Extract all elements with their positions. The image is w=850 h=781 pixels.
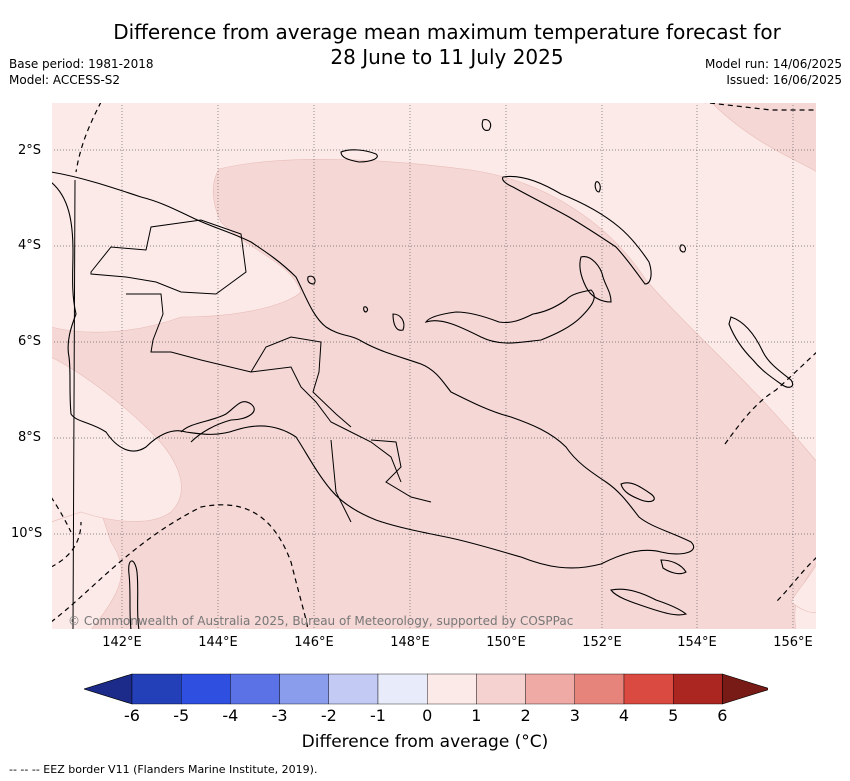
map-title: Difference from average mean maximum tem… (0, 20, 850, 70)
model-run-text: Model run: 14/06/2025 (704, 57, 842, 71)
lat-label-8s: 8°S (18, 430, 42, 445)
eez-borders (51, 102, 817, 630)
copyright-notice: © Commonwealth of Australia 2025, Bureau… (68, 614, 574, 628)
lon-label-146e: 146°E (294, 635, 334, 650)
lon-label-142e: 142°E (102, 635, 142, 650)
forecast-map (51, 102, 817, 630)
colorbar-extend-high (722, 673, 768, 705)
colorbar-title: Difference from average (°C) (301, 732, 549, 752)
lon-label-148e: 148°E (390, 635, 430, 650)
base-period-text: Base period: 1981-2018 (9, 57, 154, 71)
colorbar-tick-label: 4 (618, 706, 630, 725)
lon-label-156e: 156°E (773, 635, 813, 650)
anomaly-0-to-1-region-southwest (51, 356, 182, 523)
lon-label-152e: 152°E (582, 635, 622, 650)
model-text: Model: ACCESS-S2 (9, 73, 121, 87)
anomaly-1-to-2-region-main (51, 159, 817, 630)
colorbar-extend-low (84, 673, 133, 705)
colorbar-tick-label: 1 (471, 706, 482, 725)
base-period-info: Base period: 1981-2018 Model: ACCESS-S2 (9, 56, 154, 88)
colorbar-segment (673, 673, 723, 705)
issued-text: Issued: 16/06/2025 (726, 73, 842, 87)
colorbar-tick-label: 6 (717, 706, 728, 725)
colorbar-tick-label: -1 (370, 706, 386, 725)
graticule (51, 102, 817, 630)
lon-label-144e: 144°E (198, 635, 238, 650)
lat-label-2s: 2°S (18, 143, 42, 158)
colorbar-tick-label: 5 (668, 706, 679, 725)
lon-label-150e: 150°E (486, 635, 526, 650)
colorbar-segment (525, 673, 576, 705)
lat-label-10s: 10°S (11, 526, 43, 541)
colorbar-tick-label: -4 (222, 706, 239, 725)
colorbar-segment (574, 673, 625, 705)
lon-label-154e: 154°E (677, 635, 717, 650)
colorbar-tick-label: 3 (569, 706, 580, 725)
colorbar-segment (377, 673, 428, 705)
colorbar-tick-label: 2 (520, 706, 531, 725)
colorbar-segment (230, 673, 280, 705)
coastlines (51, 119, 794, 630)
colorbar-tick-label: -3 (271, 706, 288, 725)
lat-label-6s: 6°S (18, 334, 42, 349)
colorbar-segment (131, 673, 182, 705)
map-frame (51, 102, 817, 630)
eez-footnote: -- -- -- EEZ border V11 (Flanders Marine… (9, 763, 318, 776)
colorbar-segment (279, 673, 330, 705)
colorbar-segment (427, 673, 477, 705)
colorbar-tick-label: -5 (173, 706, 190, 725)
colorbar-segment (328, 673, 379, 705)
colorbar-tick-label: -2 (320, 706, 337, 725)
model-run-info: Model run: 14/06/2025 Issued: 16/06/2025 (705, 56, 842, 88)
colorbar-segment (476, 673, 526, 705)
colorbar (84, 673, 768, 705)
lat-label-4s: 4°S (18, 238, 42, 253)
anomaly-0-to-1-region-southeast (790, 563, 817, 613)
title-line-2: 28 June to 11 July 2025 (330, 45, 564, 69)
colorbar-segment (180, 673, 231, 705)
province-borders (72, 179, 432, 630)
colorbar-segment (623, 673, 674, 705)
title-line-1: Difference from average mean maximum tem… (113, 20, 781, 44)
colorbar-tick-label: -6 (124, 706, 140, 725)
colorbar-tick-label: 0 (422, 706, 433, 725)
